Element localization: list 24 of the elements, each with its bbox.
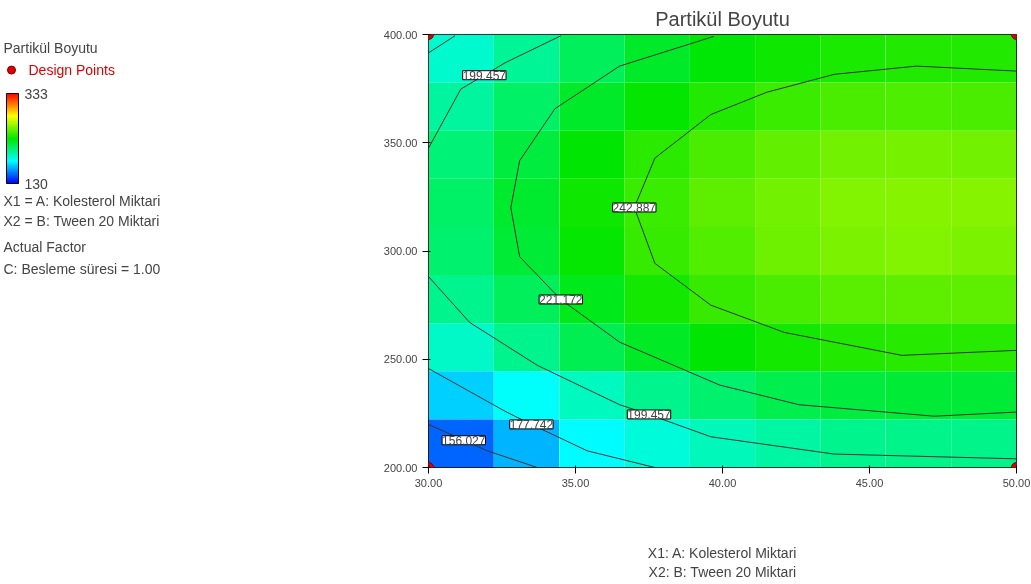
x-tick-label: 50.00	[1002, 476, 1031, 489]
legend-title: Partikül Boyutu	[3, 39, 98, 56]
text: X1 = A: Kolesterol Miktari	[3, 192, 161, 209]
text: C: Besleme süresi = 1.00	[3, 260, 161, 277]
y-tick-label: 250.00	[383, 353, 418, 366]
line-series	[510, 35, 1017, 417]
line-series	[428, 276, 1017, 460]
color-bar-label: 130	[24, 175, 49, 192]
text: Actual Factor	[3, 239, 87, 256]
y-tick-label: 400.00	[383, 28, 418, 41]
x-axis-title: X1: A: Kolesterol Miktari X2: B: Tween 20 Miktari	[647, 544, 797, 580]
color-bar-label: 333	[24, 85, 49, 102]
x-tick-label: 35.00	[561, 476, 590, 489]
y-tick-label: 300.00	[383, 245, 418, 257]
x-tick-label: 45.00	[855, 476, 884, 489]
y-tick-label: 200.00	[383, 461, 418, 474]
x-tick-label: 30.00	[414, 476, 443, 489]
annotation: 156.027	[442, 433, 486, 448]
text: X2 = B: Tween 20 Miktari	[3, 213, 160, 230]
x-tick-label: 40.00	[708, 476, 737, 489]
legend-label: Design Points	[28, 62, 115, 79]
line-series	[428, 35, 562, 149]
y-tick-label: 350.00	[383, 136, 418, 149]
chart-title: Partikül Boyutu	[655, 7, 790, 30]
